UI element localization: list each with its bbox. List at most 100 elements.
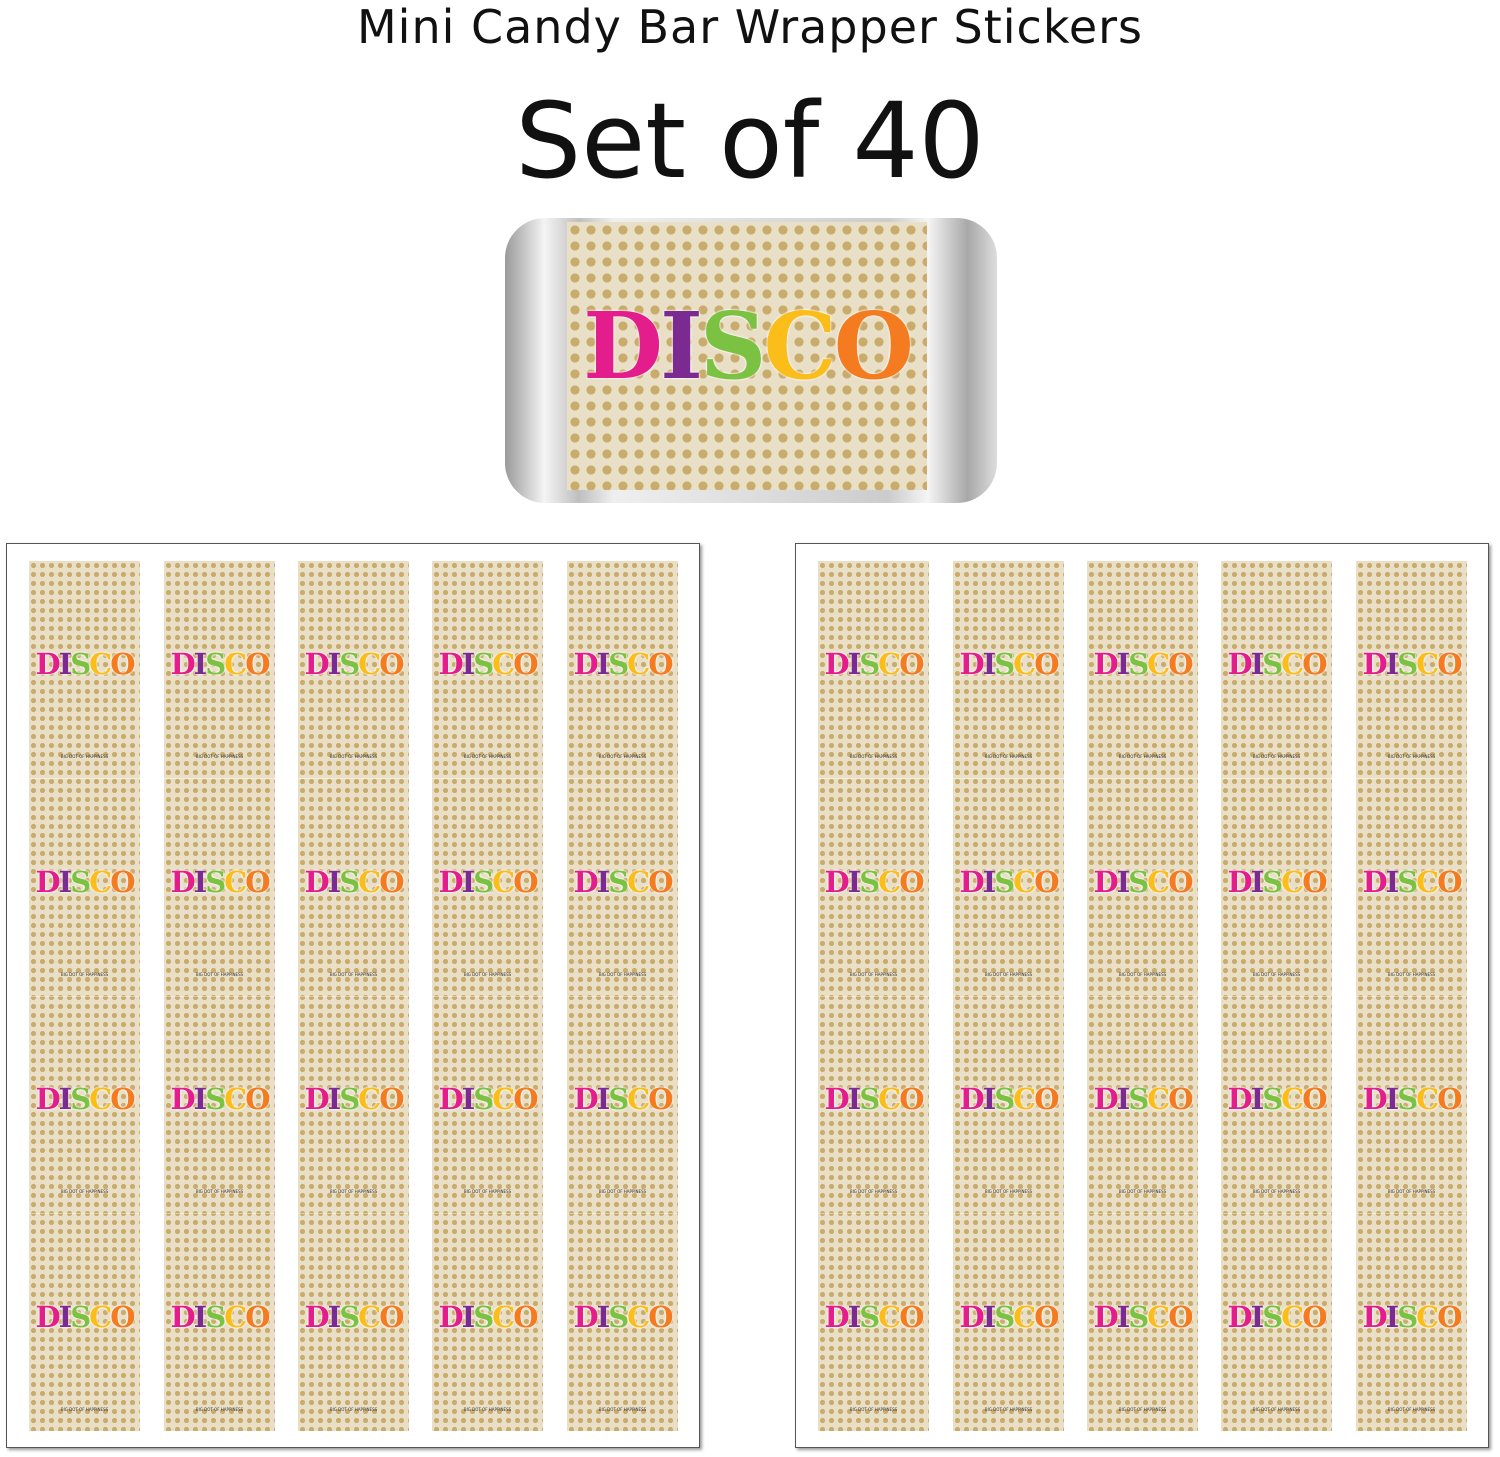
disco-letter: I — [1250, 647, 1265, 681]
disco-letter: S — [473, 1299, 494, 1334]
disco-letter: D — [959, 647, 984, 681]
wrapper-sticker: DISCO BIG DOT OF HAPPINESS — [953, 996, 1064, 1214]
disco-letter: O — [379, 1082, 404, 1116]
sticker-strip: DISCO BIG DOT OF HAPPINESS DISCO BIG DOT OF… — [567, 561, 678, 1432]
disco-logo: DISCO — [818, 647, 929, 681]
disco-letter: S — [994, 1299, 1015, 1334]
disco-letter: C — [1013, 864, 1036, 899]
disco-letter: I — [1250, 1299, 1265, 1334]
disco-logo: DISCO — [432, 647, 543, 681]
disco-letter: C — [224, 1082, 247, 1116]
disco-letter: S — [608, 864, 629, 899]
sticker-tagline: BIG DOT OF HAPPINESS — [195, 1406, 244, 1412]
disco-letter: D — [959, 1082, 984, 1116]
disco-logo: DISCO — [1221, 1300, 1332, 1334]
disco-letter: O — [1302, 1082, 1327, 1116]
wrapper-sticker: DISCO BIG DOT OF HAPPINESS — [164, 561, 275, 779]
disco-logo: DISCO — [953, 1082, 1064, 1116]
wrapper-sticker: DISCO BIG DOT OF HAPPINESS — [567, 561, 678, 779]
wrapper-sticker: DISCO BIG DOT OF HAPPINESS — [164, 779, 275, 997]
disco-letter: I — [327, 647, 342, 681]
disco-letter: C — [1416, 864, 1439, 899]
disco-letter: O — [648, 647, 673, 681]
disco-letter: D — [35, 1082, 60, 1116]
sticker-tagline: BIG DOT OF HAPPINESS — [329, 971, 378, 977]
sticker-tagline: BIG DOT OF HAPPINESS — [849, 1189, 898, 1194]
disco-letter: O — [513, 1082, 538, 1116]
disco-letter: D — [170, 1082, 195, 1116]
disco-letter: O — [110, 1299, 135, 1334]
disco-letter: C — [627, 1082, 650, 1116]
disco-letter: C — [627, 864, 650, 899]
disco-logo: DISCO — [567, 647, 678, 681]
disco-letter: C — [358, 1299, 381, 1334]
wrapper-sticker: DISCO BIG DOT OF HAPPINESS — [953, 561, 1064, 779]
sticker-strip: DISCO BIG DOT OF HAPPINESS DISCO BIG DOT OF… — [1087, 561, 1198, 1432]
sticker-tagline: BIG DOT OF HAPPINESS — [329, 1406, 378, 1412]
sticker-tagline: BIG DOT OF HAPPINESS — [463, 971, 512, 977]
disco-letter: O — [1168, 864, 1193, 899]
disco-letter: S — [473, 647, 494, 681]
disco-letter: S — [70, 1299, 91, 1334]
disco-letter: I — [58, 1299, 73, 1334]
disco-letter: O — [1437, 1299, 1462, 1334]
wrapper-sticker: DISCO BIG DOT OF HAPPINESS — [29, 996, 140, 1214]
disco-letter: I — [58, 864, 73, 899]
disco-letter: D — [573, 1082, 598, 1116]
disco-letter: I — [1385, 1299, 1400, 1334]
disco-letter: S — [608, 647, 629, 681]
disco-logo: DISCO — [1356, 865, 1467, 899]
disco-logo: DISCO — [298, 647, 409, 681]
disco-logo: DISCO — [164, 647, 275, 681]
sticker-strip: DISCO BIG DOT OF HAPPINESS DISCO BIG DOT OF… — [953, 561, 1064, 1432]
disco-letter: I — [982, 1299, 997, 1334]
disco-letter: I — [1250, 864, 1265, 899]
sticker-strip: DISCO BIG DOT OF HAPPINESS DISCO BIG DOT OF… — [29, 561, 140, 1432]
disco-letter: I — [461, 647, 476, 681]
wrapper-sticker: DISCO BIG DOT OF HAPPINESS — [1087, 561, 1198, 779]
disco-letter: S — [1128, 864, 1149, 899]
disco-letter: C — [89, 1082, 112, 1116]
sticker-tagline: BIG DOT OF HAPPINESS — [60, 754, 109, 759]
wrapper-sticker: DISCO BIG DOT OF HAPPINESS — [298, 996, 409, 1214]
disco-letter: I — [1250, 1082, 1265, 1116]
disco-logo: DISCO — [432, 1300, 543, 1334]
wrapper-sticker: DISCO BIG DOT OF HAPPINESS — [1087, 996, 1198, 1214]
disco-letter: C — [492, 647, 515, 681]
disco-letter: O — [648, 1082, 673, 1116]
disco-letter: C — [1416, 647, 1439, 681]
wrapper-sticker: DISCO BIG DOT OF HAPPINESS — [298, 1214, 409, 1432]
wrapper-sticker: DISCO BIG DOT OF HAPPINESS — [432, 1214, 543, 1432]
disco-letter: S — [1397, 1082, 1418, 1116]
disco-letter: D — [583, 292, 663, 400]
disco-letter: O — [648, 864, 673, 899]
disco-letter: C — [1013, 1299, 1036, 1334]
wrapper-sticker: DISCO BIG DOT OF HAPPINESS — [1087, 1214, 1198, 1432]
disco-logo: DISCO — [29, 1082, 140, 1116]
disco-logo: DISCO — [818, 865, 929, 899]
product-subtitle: Mini Candy Bar Wrapper Stickers — [356, 0, 1144, 54]
disco-letter: S — [859, 1299, 880, 1334]
disco-letter: O — [245, 647, 270, 681]
disco-letter: C — [1281, 647, 1304, 681]
disco-letter: I — [193, 647, 208, 681]
disco-logo: DISCO — [29, 647, 140, 681]
disco-letter: C — [1416, 1082, 1439, 1116]
disco-letter: O — [833, 292, 914, 400]
disco-letter: S — [205, 647, 226, 681]
disco-letter: S — [70, 864, 91, 899]
disco-letter: D — [1093, 647, 1118, 681]
sticker-tagline: BIG DOT OF HAPPINESS — [195, 754, 244, 759]
wrapper-sticker: DISCO BIG DOT OF HAPPINESS — [1221, 561, 1332, 779]
sticker-tagline: BIG DOT OF HAPPINESS — [195, 971, 244, 977]
sticker-tagline: BIG DOT OF HAPPINESS — [849, 754, 898, 759]
disco-letter: C — [358, 1082, 381, 1116]
disco-letter: O — [1168, 1299, 1193, 1334]
disco-logo: DISCO — [567, 865, 678, 899]
disco-letter: C — [89, 864, 112, 899]
disco-letter: D — [1362, 647, 1387, 681]
disco-letter: I — [58, 1082, 73, 1116]
disco-letter: S — [473, 864, 494, 899]
disco-letter: O — [1168, 1082, 1193, 1116]
disco-letter: O — [1437, 1082, 1462, 1116]
